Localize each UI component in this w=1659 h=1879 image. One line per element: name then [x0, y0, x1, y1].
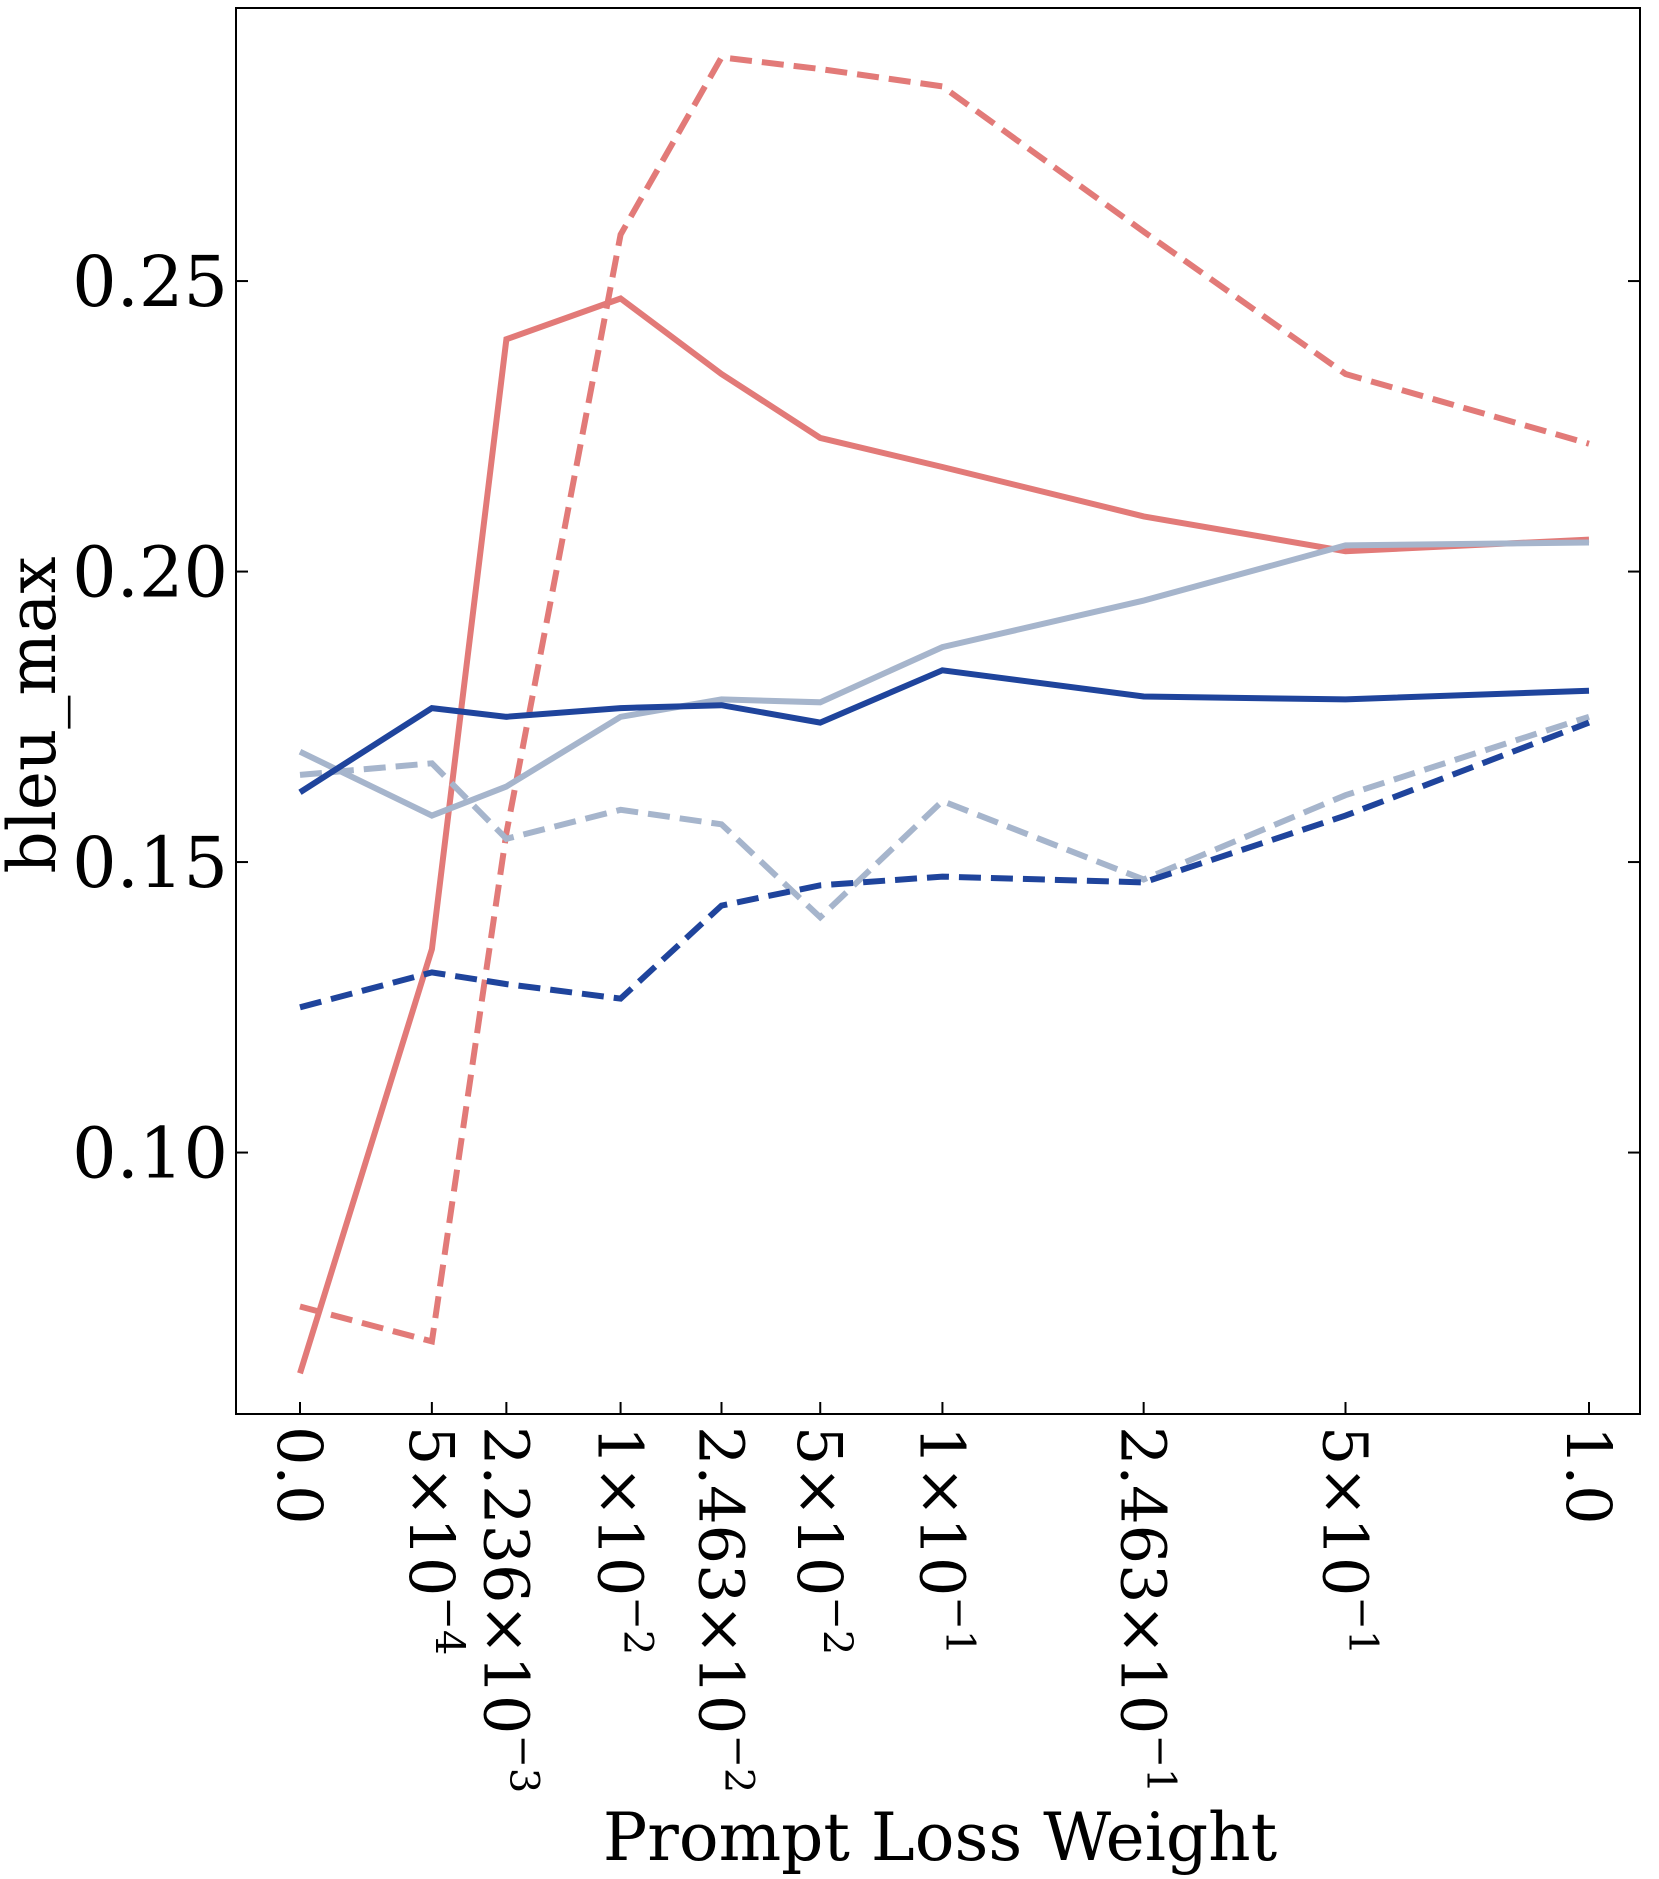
- x-tick-label: 1.0: [1552, 1426, 1625, 1525]
- x-tick-label: 0.0: [263, 1426, 336, 1525]
- series-line-lightblue-solid: [298, 539, 1590, 819]
- series-line-red-dashed: [299, 54, 1590, 1346]
- y-axis: 0.10 0.15 0.20 0.25: [72, 241, 1640, 1195]
- y-tick-label: 0.25: [72, 241, 228, 323]
- x-axis-label: Prompt Loss Weight: [603, 1799, 1277, 1876]
- series-line-lightblue-dashed: [299, 713, 1590, 922]
- x-tick-label: 5×10−1: [1309, 1426, 1386, 1655]
- y-tick-label: 0.15: [72, 822, 228, 904]
- x-tick-label: 5×10−2: [783, 1426, 860, 1655]
- x-tick-label: 1×10−2: [584, 1426, 661, 1655]
- series-line-red-solid: [297, 295, 1590, 1375]
- x-tick-label: 1×10−1: [905, 1426, 982, 1655]
- x-axis: 0.0 5×10−42.236×10−3 1×10−2 2.463×10−2 5×10−…: [263, 1402, 1625, 1793]
- series-line-darkblue-solid: [298, 667, 1590, 795]
- series-layer: [297, 54, 1591, 1375]
- x-tick-label: 5×10−4: [395, 1426, 472, 1655]
- x-tick-label: 2.236×10−3: [469, 1426, 546, 1793]
- plot-frame: [235, 7, 1641, 1415]
- series-line-darkblue-dashed: [299, 719, 1591, 1011]
- y-tick-label: 0.20: [72, 532, 228, 614]
- x-tick-label: 2.463×10−1: [1107, 1426, 1184, 1793]
- x-tick-label: 2.463×10−2: [685, 1426, 762, 1793]
- y-axis-label: bleu_max: [0, 556, 71, 873]
- y-tick-label: 0.10: [72, 1113, 228, 1195]
